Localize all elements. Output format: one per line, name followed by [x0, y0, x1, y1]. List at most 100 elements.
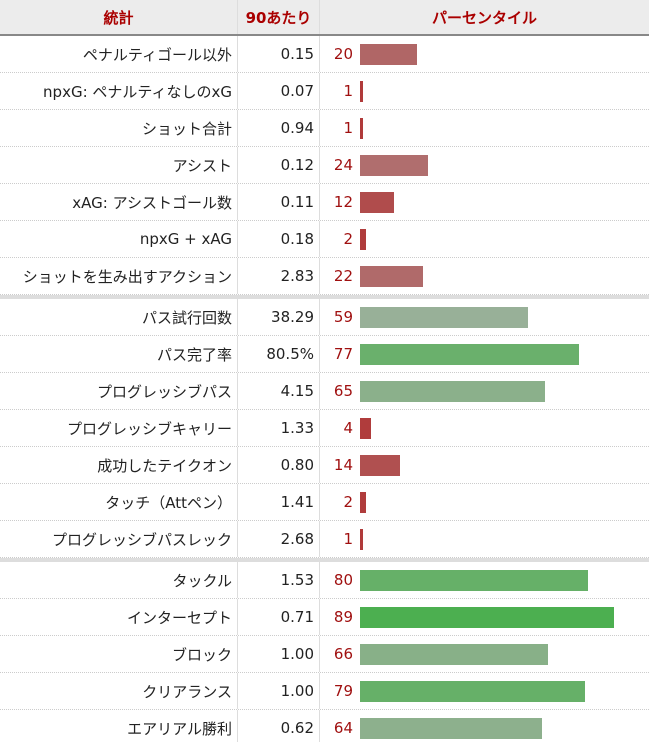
per90-value: 0.80 [238, 447, 320, 483]
percentile-bar [360, 306, 529, 328]
table-row: プログレッシブキャリー 1.33 4 [0, 410, 649, 447]
per90-value: 4.15 [238, 373, 320, 409]
percentile-value: 2 [343, 493, 353, 511]
table-row: インターセプト 0.71 89 [0, 599, 649, 636]
percentile-value: 77 [333, 345, 353, 363]
table-body: ペナルティゴール以外 0.15 20 npxG: ペナルティなしのxG 0.07 … [0, 36, 649, 742]
percentile-value: 80 [333, 571, 353, 589]
percentile-bar [360, 343, 580, 365]
percentile-bar [360, 417, 372, 439]
table-row: クリアランス 1.00 79 [0, 673, 649, 710]
stat-name: npxG: ペナルティなしのxG [0, 73, 238, 109]
stat-name: ショットを生み出すアクション [0, 258, 238, 294]
per90-value: 80.5% [238, 336, 320, 372]
per90-value: 1.53 [238, 562, 320, 598]
percentile-value: 1 [343, 119, 353, 137]
group-separator [0, 558, 649, 562]
table-row: パス試行回数 38.29 59 [0, 299, 649, 336]
percentile-bar [360, 606, 614, 628]
per90-value: 0.07 [238, 73, 320, 109]
per90-value: 0.71 [238, 599, 320, 635]
stat-name: ペナルティゴール以外 [0, 36, 238, 72]
percentile-value: 22 [333, 267, 353, 285]
per90-value: 0.18 [238, 221, 320, 257]
table-row: パス完了率 80.5% 77 [0, 336, 649, 373]
stat-name: クリアランス [0, 673, 238, 709]
percentile-bar [360, 454, 400, 476]
percentile-value: 14 [333, 456, 353, 474]
stat-name: ショット合計 [0, 110, 238, 146]
stat-name: npxG + xAG [0, 221, 238, 257]
group-separator [0, 295, 649, 299]
percentile-bar [360, 80, 363, 102]
percentile-value: 1 [343, 530, 353, 548]
percentile-value: 66 [333, 645, 353, 663]
percentile-bar [360, 43, 417, 65]
per90-value: 0.94 [238, 110, 320, 146]
percentile-bar [360, 643, 549, 665]
stat-name: ブロック [0, 636, 238, 672]
stat-name: パス試行回数 [0, 299, 238, 335]
percentile-value: 79 [333, 682, 353, 700]
percentile-bar [360, 380, 546, 402]
percentile-value: 20 [333, 45, 353, 63]
percentile-bar [360, 528, 363, 550]
per90-value: 2.83 [238, 258, 320, 294]
table-row: エアリアル勝利 0.62 64 [0, 710, 649, 742]
table-row: 成功したテイクオン 0.80 14 [0, 447, 649, 484]
stat-name: アシスト [0, 147, 238, 183]
stat-name: インターセプト [0, 599, 238, 635]
per90-value: 38.29 [238, 299, 320, 335]
percentile-bar [360, 491, 366, 513]
table-row: ショットを生み出すアクション 2.83 22 [0, 258, 649, 295]
per90-value: 0.12 [238, 147, 320, 183]
table-row: xAG: アシストゴール数 0.11 12 [0, 184, 649, 221]
percentile-bar [360, 717, 543, 739]
per90-value: 1.41 [238, 484, 320, 520]
percentile-bar [360, 117, 363, 139]
percentile-value: 89 [333, 608, 353, 626]
percentile-value: 4 [343, 419, 353, 437]
stat-name: プログレッシブパスレック [0, 521, 238, 557]
stat-name: タックル [0, 562, 238, 598]
percentile-bar [360, 265, 423, 287]
stat-name: パス完了率 [0, 336, 238, 372]
per90-value: 1.00 [238, 636, 320, 672]
per90-value: 0.15 [238, 36, 320, 72]
table-row: アシスト 0.12 24 [0, 147, 649, 184]
percentile-value: 65 [333, 382, 353, 400]
table-row: プログレッシブパスレック 2.68 1 [0, 521, 649, 558]
table-row: ショット合計 0.94 1 [0, 110, 649, 147]
stat-name: xAG: アシストゴール数 [0, 184, 238, 220]
table-row: ブロック 1.00 66 [0, 636, 649, 673]
percentile-bar [360, 680, 586, 702]
percentile-bar [360, 191, 395, 213]
table-header: 統計 90あたり パーセンタイル [0, 0, 649, 36]
percentile-value: 59 [333, 308, 353, 326]
header-per90[interactable]: 90あたり [238, 0, 320, 34]
per90-value: 0.62 [238, 710, 320, 742]
table-row: プログレッシブパス 4.15 65 [0, 373, 649, 410]
stat-name: 成功したテイクオン [0, 447, 238, 483]
percentile-bar [360, 154, 429, 176]
per90-value: 0.11 [238, 184, 320, 220]
percentile-value: 64 [333, 719, 353, 737]
stat-name: プログレッシブパス [0, 373, 238, 409]
percentile-value: 1 [343, 82, 353, 100]
header-percentile[interactable]: パーセンタイル [431, 8, 537, 27]
table-row: npxG: ペナルティなしのxG 0.07 1 [0, 73, 649, 110]
percentile-value: 2 [343, 230, 353, 248]
stat-name: タッチ（Attペン） [0, 484, 238, 520]
percentile-bar [360, 569, 588, 591]
percentile-value: 12 [333, 193, 353, 211]
stat-name: プログレッシブキャリー [0, 410, 238, 446]
stat-name: エアリアル勝利 [0, 710, 238, 742]
table-row: ペナルティゴール以外 0.15 20 [0, 36, 649, 73]
table-row: タッチ（Attペン） 1.41 2 [0, 484, 649, 521]
table-row: npxG + xAG 0.18 2 [0, 221, 649, 258]
per90-value: 2.68 [238, 521, 320, 557]
per90-value: 1.33 [238, 410, 320, 446]
percentile-bar [360, 228, 366, 250]
header-stat[interactable]: 統計 [0, 0, 238, 34]
